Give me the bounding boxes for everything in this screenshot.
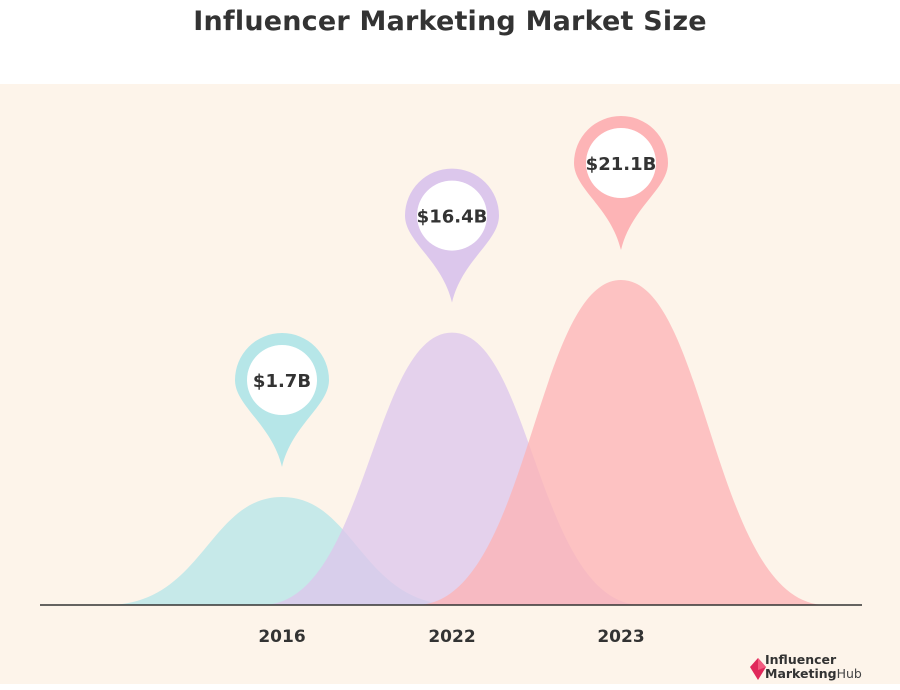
x-tick-2023: 2023 (597, 627, 644, 647)
pin-inner-circle (586, 128, 656, 198)
value-label-2016: $1.7B (253, 371, 311, 392)
curve-2023 (416, 280, 826, 605)
logo-line1: Influencer (765, 652, 837, 667)
pin-2016: $1.7B (235, 333, 329, 467)
chart-title: Influencer Marketing Market Size (193, 6, 707, 37)
value-label-2023: $21.1B (586, 154, 657, 175)
pin-2022: $16.4B (405, 168, 499, 303)
pin-inner-circle (247, 345, 317, 415)
pin-2023: $21.1B (574, 116, 668, 250)
x-tick-2022: 2022 (428, 627, 475, 647)
brand-logo: Influencer MarketingHub (750, 652, 890, 684)
value-label-2022: $16.4B (417, 207, 488, 228)
logo-line2a: Marketing (765, 666, 837, 681)
x-tick-2016: 2016 (258, 627, 305, 647)
logo-diamond-icon (750, 658, 766, 680)
logo-line2: MarketingHub (765, 666, 862, 681)
logo-line2b: Hub (836, 666, 862, 681)
pin-inner-circle (417, 180, 487, 251)
